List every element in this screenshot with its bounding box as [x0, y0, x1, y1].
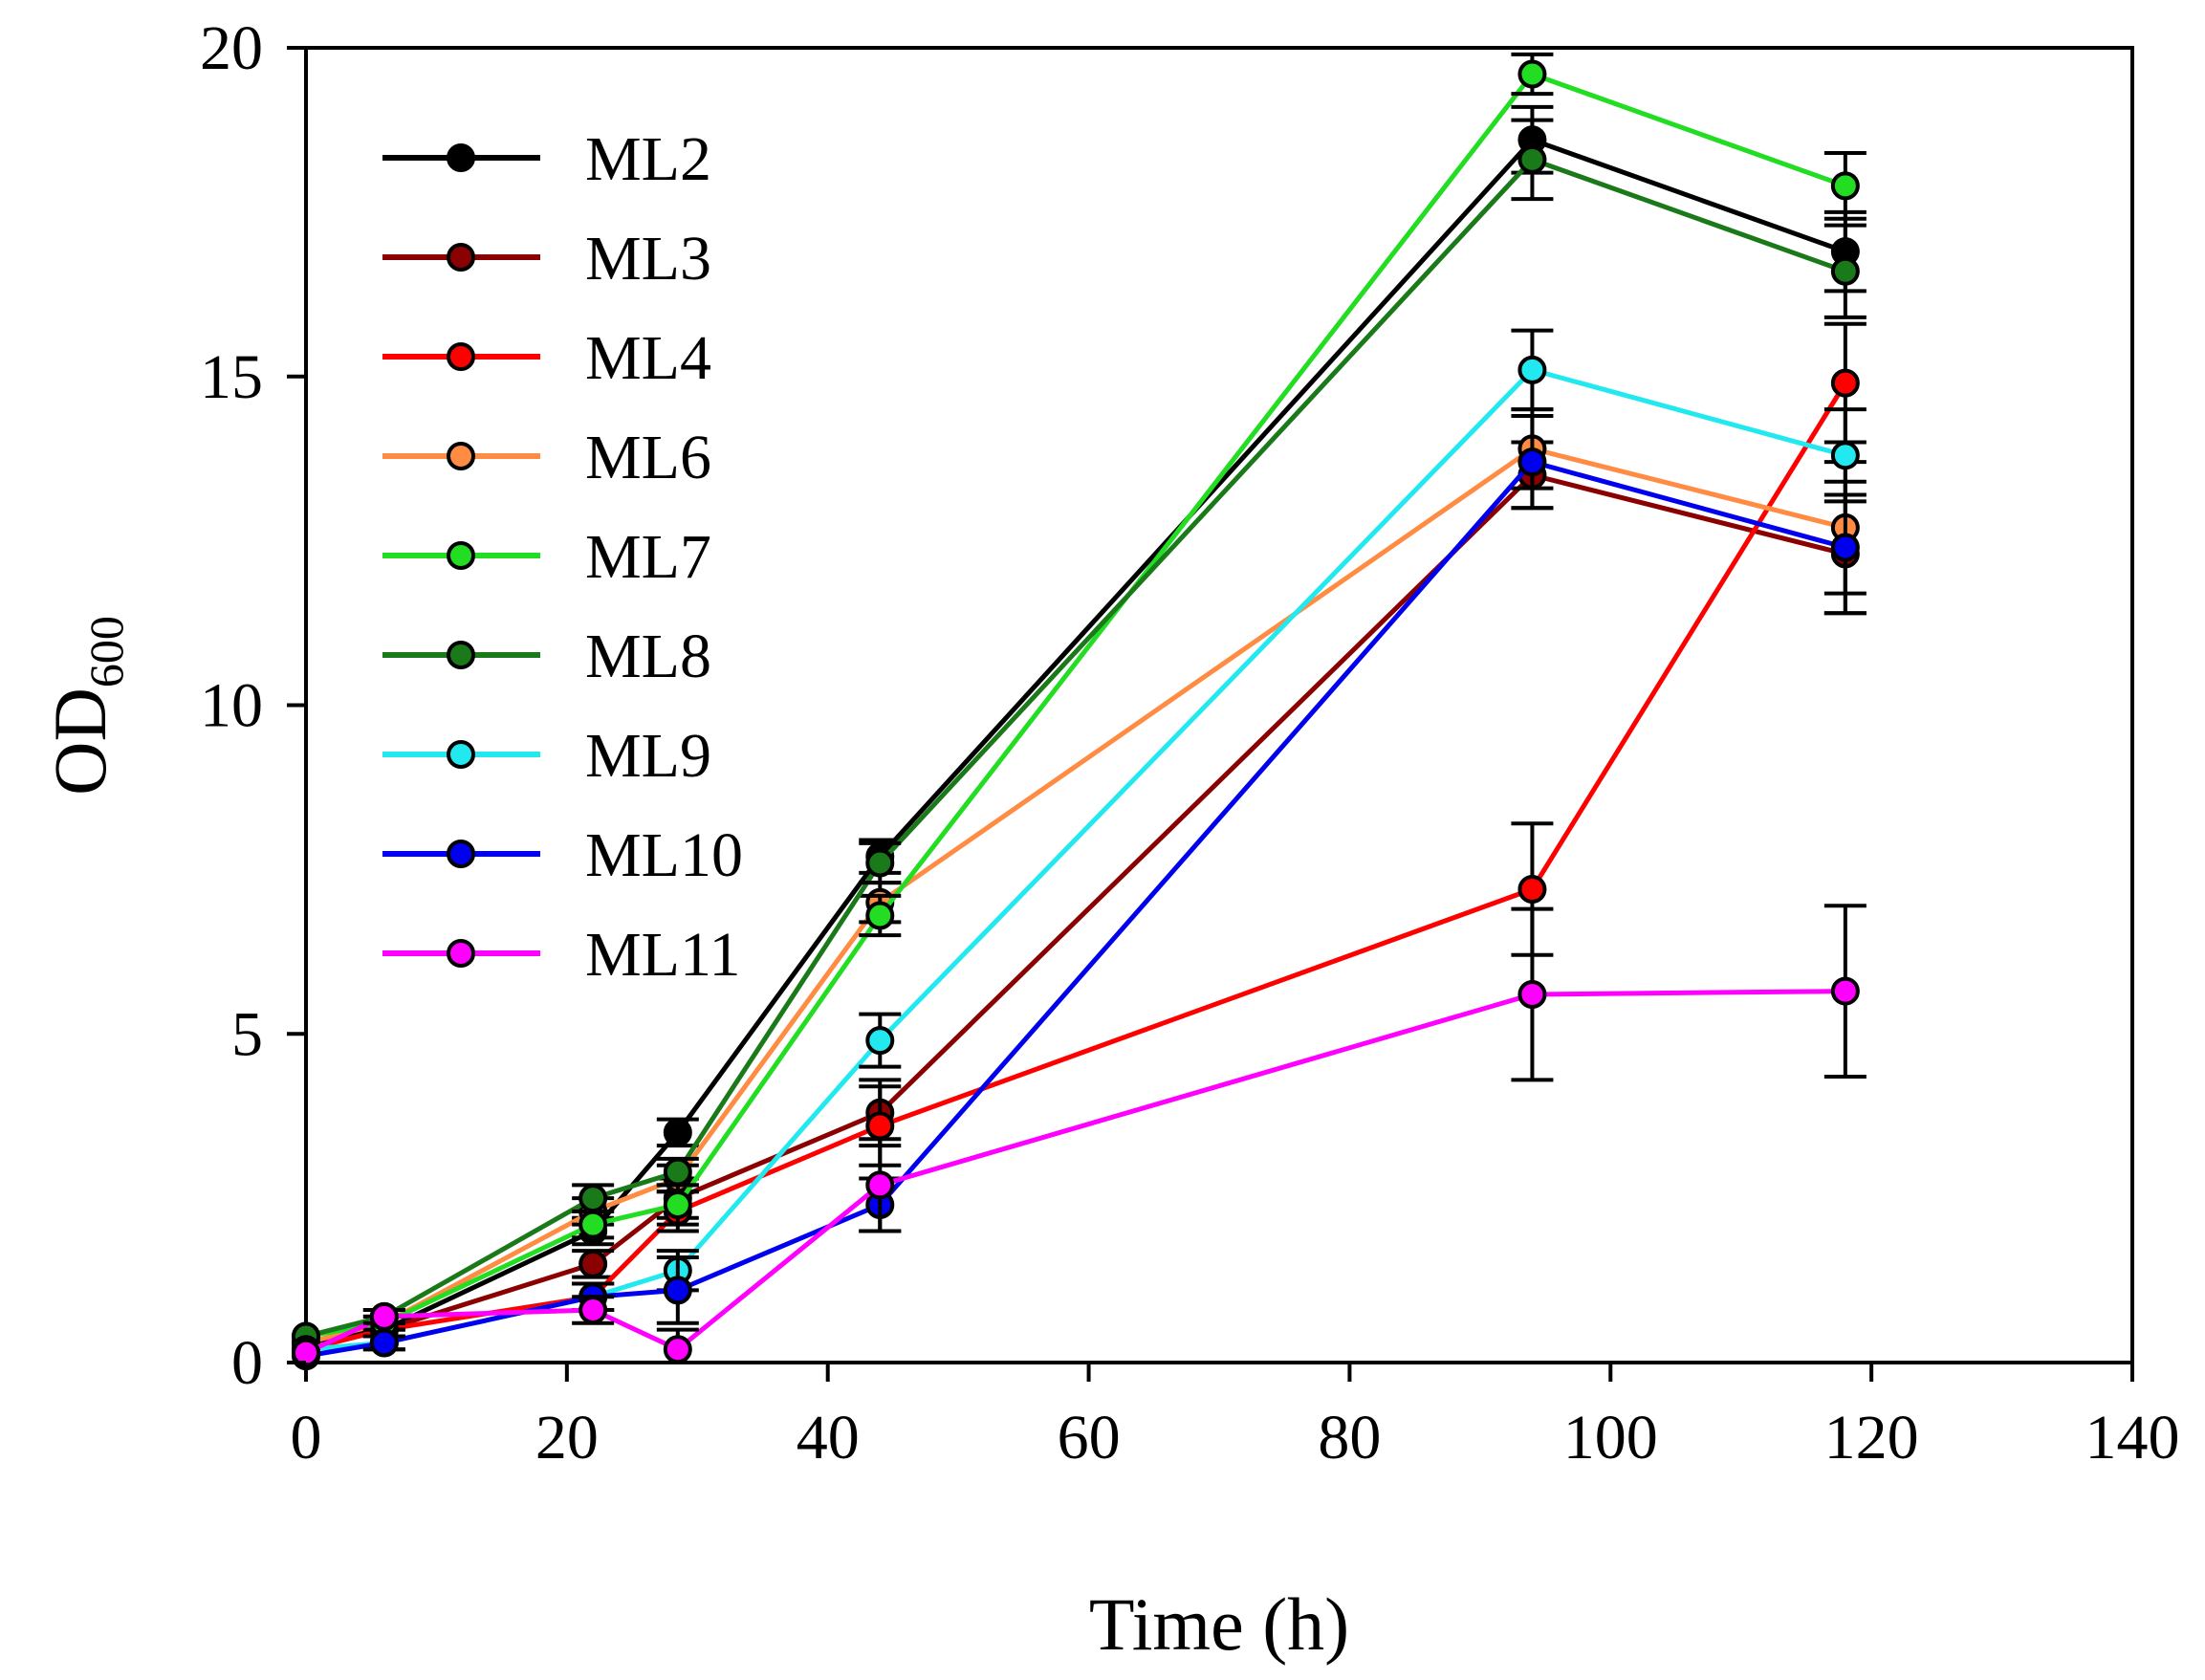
data-point	[579, 1184, 608, 1213]
x-tick-label: 60	[1058, 1403, 1121, 1473]
series-layer	[292, 52, 1867, 1371]
legend-swatch-marker	[447, 243, 475, 272]
data-point	[1830, 533, 1860, 562]
x-tick-label: 100	[1563, 1403, 1658, 1473]
series-line	[305, 446, 1846, 1345]
data-point	[663, 1335, 692, 1364]
legend-label: ML4	[585, 323, 711, 393]
x-tick-label: 0	[291, 1403, 322, 1473]
series-ml11	[292, 904, 1867, 1367]
x-axis-title: Time (h)	[1089, 1582, 1349, 1666]
series-line	[305, 472, 1846, 1352]
data-point	[663, 1190, 692, 1219]
series-line	[305, 367, 1846, 1352]
data-point	[1517, 980, 1547, 1009]
y-axis: 0 5 10 15 20	[200, 13, 306, 1398]
data-point	[579, 1296, 608, 1324]
y-axis-title-main: OD	[38, 687, 121, 796]
data-point	[579, 1210, 608, 1239]
x-tick-label: 140	[2085, 1403, 2180, 1473]
x-tick-label: 80	[1318, 1403, 1381, 1473]
series-line	[305, 72, 1846, 1339]
legend-label: ML6	[585, 423, 711, 492]
data-point	[865, 1170, 895, 1200]
series-ml10	[292, 414, 1867, 1371]
legend-item-ml2: ML2	[382, 124, 711, 194]
x-tick-label: 40	[797, 1403, 860, 1473]
legend-swatch-marker	[447, 541, 475, 570]
data-point	[663, 1118, 692, 1147]
legend-swatch-marker	[447, 143, 475, 172]
data-point	[663, 1157, 692, 1187]
series-ml7	[292, 52, 1867, 1351]
y-tick-label: 0	[231, 1328, 263, 1398]
legend-item-ml7: ML7	[382, 522, 711, 592]
legend-swatch-marker	[447, 840, 475, 868]
legend-swatch-marker	[447, 641, 475, 669]
legend: ML2 ML3 ML4 ML6 ML7 ML8 ML9 ML10 ML11	[382, 124, 743, 990]
legend-item-ml3: ML3	[382, 224, 711, 294]
data-point	[1517, 447, 1547, 477]
legend-item-ml4: ML4	[382, 323, 711, 393]
legend-label: ML9	[585, 721, 711, 791]
legend-label: ML10	[585, 820, 743, 890]
data-point	[369, 1301, 399, 1331]
x-tick-label: 20	[535, 1403, 599, 1473]
x-axis: 0 20 40 60 80 100 120 140	[291, 1363, 2180, 1473]
data-point	[663, 1276, 692, 1305]
data-point	[865, 848, 895, 878]
series-line	[305, 157, 1846, 1339]
series-ml3	[292, 440, 1867, 1364]
data-point	[1517, 875, 1547, 904]
data-point	[1830, 171, 1860, 201]
series-line	[305, 382, 1847, 1352]
legend-swatch-marker	[447, 740, 475, 769]
y-tick-label: 20	[200, 13, 263, 83]
legend-swatch-marker	[447, 342, 475, 371]
y-axis-title: OD600	[38, 616, 133, 796]
data-point	[1830, 256, 1860, 286]
data-point	[1517, 59, 1547, 89]
data-point	[865, 901, 895, 930]
legend-swatch-marker	[447, 939, 475, 968]
legend-item-ml10: ML10	[382, 820, 743, 890]
y-tick-label: 5	[231, 999, 263, 1069]
series-line	[304, 989, 1845, 1355]
legend-label: ML7	[585, 522, 711, 592]
data-point	[1830, 441, 1860, 470]
data-point	[1830, 368, 1860, 398]
data-point	[1517, 144, 1547, 174]
data-point	[579, 1249, 608, 1278]
series-ml9	[292, 328, 1867, 1364]
legend-swatch-marker	[447, 442, 475, 470]
legend-item-ml9: ML9	[382, 721, 711, 791]
legend-label: ML11	[585, 920, 741, 990]
series-ml6	[292, 407, 1867, 1358]
series-line	[305, 459, 1846, 1359]
series-line	[305, 137, 1846, 1345]
y-tick-label: 15	[200, 342, 263, 412]
legend-label: ML8	[585, 622, 711, 691]
legend-item-ml6: ML6	[382, 423, 711, 492]
series-ml4	[292, 321, 1867, 1364]
data-point	[1830, 976, 1860, 1006]
data-point	[1517, 355, 1547, 384]
legend-label: ML3	[585, 224, 711, 294]
legend-item-ml11: ML11	[382, 920, 741, 990]
y-tick-label: 10	[200, 671, 263, 741]
y-axis-title-subscript: 600	[79, 616, 133, 687]
legend-label: ML2	[585, 124, 711, 194]
legend-item-ml8: ML8	[382, 622, 711, 691]
data-point	[369, 1328, 399, 1358]
data-point	[865, 1026, 895, 1056]
x-tick-label: 120	[1824, 1403, 1919, 1473]
plot-frame	[304, 46, 2134, 1364]
data-point	[865, 1111, 895, 1141]
